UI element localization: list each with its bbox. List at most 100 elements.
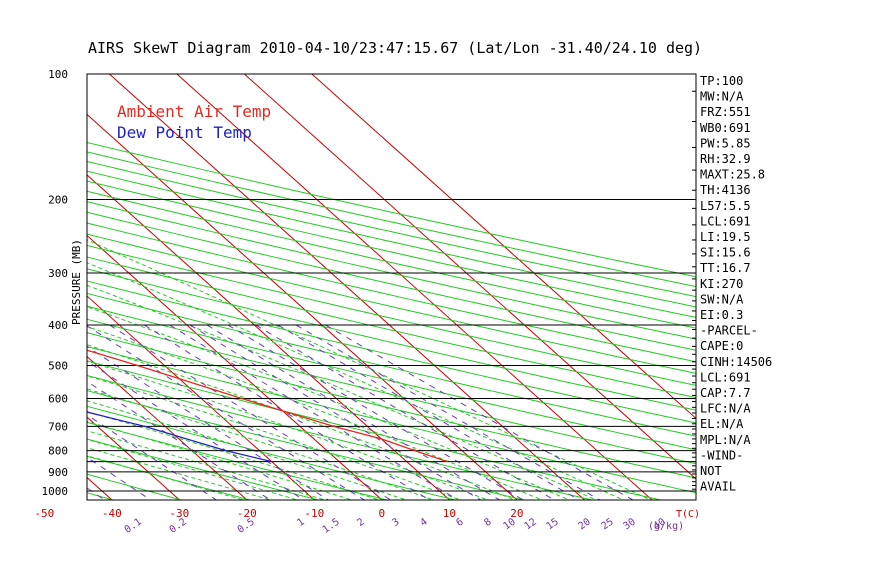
mixing-ratio-labels: 0.1 0.2 0.5 1 1.5 2 3 4 6 8 10 12 15 20 25 30 40 <box>123 516 668 535</box>
x-tick-label-bottom: 20 <box>510 507 523 520</box>
chart-title: AIRS SkewT Diagram 2010-04-10/23:47:15.6… <box>88 39 702 57</box>
isotherm-line <box>311 74 696 420</box>
mixing-ratio-line <box>227 324 525 500</box>
mixing-ratio-line <box>325 324 634 500</box>
y-tick-label: 300 <box>48 267 68 280</box>
sounding-point <box>271 460 273 463</box>
sounding-profiles <box>32 349 448 463</box>
moist-adiabat-line <box>87 411 381 500</box>
mixing-ratio-label: 1 <box>295 516 306 528</box>
dry-adiabat-line <box>87 438 321 500</box>
y-tick-label: 400 <box>48 319 68 332</box>
mixing-ratio-line <box>87 346 330 500</box>
mixing-ratio-label: 25 <box>600 516 616 532</box>
dry-adiabat-line <box>87 390 526 500</box>
dry-adiabat-line <box>87 170 696 308</box>
stat-line: LCL:691 <box>700 370 751 384</box>
dry-adiabat-line <box>87 180 696 318</box>
mixing-ratio-label: 30 <box>622 516 638 532</box>
y-tick-label: 1000 <box>42 485 69 498</box>
stat-line: EI:0.3 <box>700 308 743 322</box>
dry-adiabat-line <box>87 374 595 500</box>
stat-line: TH:4136 <box>700 183 751 197</box>
mixing-ratio-label: 8 <box>482 516 493 528</box>
isotherm-line <box>87 174 451 500</box>
dry-adiabat-line <box>87 222 696 363</box>
mixing-ratio-label: 4 <box>418 516 429 528</box>
mixing-ratio-line <box>296 324 601 500</box>
dry-adiabat-line <box>87 233 696 374</box>
sounding-point <box>144 425 146 428</box>
stat-line: SW:N/A <box>700 292 744 306</box>
mixing-ratio-line <box>87 456 152 500</box>
stat-line: TP:100 <box>700 74 743 88</box>
isotherm-line <box>87 416 181 500</box>
x-tick-label-bottom: 10 <box>443 507 456 520</box>
isotherm-line <box>108 74 586 500</box>
x-tick-label-bottom: -30 <box>169 507 189 520</box>
mixing-ratio-line <box>109 324 392 500</box>
dry-adiabat-line <box>87 160 696 298</box>
dry-adiabat-line <box>87 256 696 399</box>
moist-adiabat-line <box>87 262 625 500</box>
mixing-ratio-unit-label: (g/kg) <box>648 521 684 532</box>
mixing-ratio-label: 15 <box>545 516 561 532</box>
mixing-ratio-line <box>189 324 482 500</box>
y-tick-label: 800 <box>48 445 68 458</box>
stat-line: SI:15.6 <box>700 246 751 260</box>
stat-line: KI:270 <box>700 277 743 291</box>
isotherm-line <box>176 74 653 500</box>
dry-adiabat-line <box>87 211 696 351</box>
dry-adiabat-line <box>87 305 696 451</box>
y-tick-label: 900 <box>48 466 68 479</box>
stat-line: LFC:N/A <box>700 402 751 416</box>
dry-adiabat-line <box>87 292 696 437</box>
dry-adiabat-line <box>87 151 696 288</box>
sounding-point <box>446 460 448 463</box>
y-tick-label: 700 <box>48 420 68 433</box>
stat-line: EL:N/A <box>700 417 744 431</box>
sounding-point <box>32 398 33 399</box>
mixing-ratio-label: 0.1 <box>123 516 144 535</box>
stat-line: -PARCEL- <box>700 324 758 338</box>
mixing-ratio-label: 2 <box>355 516 366 528</box>
stat-line: CINH:14506 <box>700 355 772 369</box>
sounding-point <box>333 425 335 428</box>
sounding-point <box>380 438 382 440</box>
stat-line: L57:5.5 <box>700 199 751 213</box>
moist-adiabat-line <box>87 344 517 500</box>
y-tick-label: 600 <box>48 392 68 405</box>
diagram-grid <box>87 74 696 500</box>
y-tick-label: 100 <box>48 68 68 81</box>
x-axis-unit-label: T(C) <box>676 509 700 520</box>
isotherm-line <box>87 234 383 500</box>
sounding-point <box>225 449 227 452</box>
stat-line: PW:5.85 <box>700 136 751 150</box>
isobar-lines <box>87 199 696 492</box>
mixing-ratio-label: 20 <box>577 516 593 532</box>
stat-line: CAP:7.7 <box>700 386 751 400</box>
dry-adiabat-line <box>87 190 696 329</box>
stat-line: -WIND- <box>700 448 743 462</box>
dry-adiabat-line <box>87 346 696 494</box>
mixing-ratio-line <box>277 324 581 500</box>
dry-adiabat-line <box>87 268 696 411</box>
moist-adiabat-line <box>87 326 544 500</box>
stat-line: TT:16.7 <box>700 261 751 275</box>
stat-line: MAXT:25.8 <box>700 168 765 182</box>
legend-dew-point-temp: Dew Point Temp <box>117 123 252 142</box>
isotherm-line <box>87 355 248 500</box>
stat-line: FRZ:551 <box>700 105 751 119</box>
stat-line: RH:32.9 <box>700 152 751 166</box>
dry-adiabat-line <box>87 280 696 424</box>
ambient-air-temp-line <box>87 349 448 463</box>
sounding-point <box>136 364 139 367</box>
dry-adiabat-line <box>87 492 115 500</box>
mixing-ratio-label: 6 <box>454 516 465 528</box>
y-tick-label: 200 <box>48 194 68 207</box>
x-tick-label-bottom: -10 <box>304 507 324 520</box>
stat-line: MPL:N/A <box>700 433 751 447</box>
